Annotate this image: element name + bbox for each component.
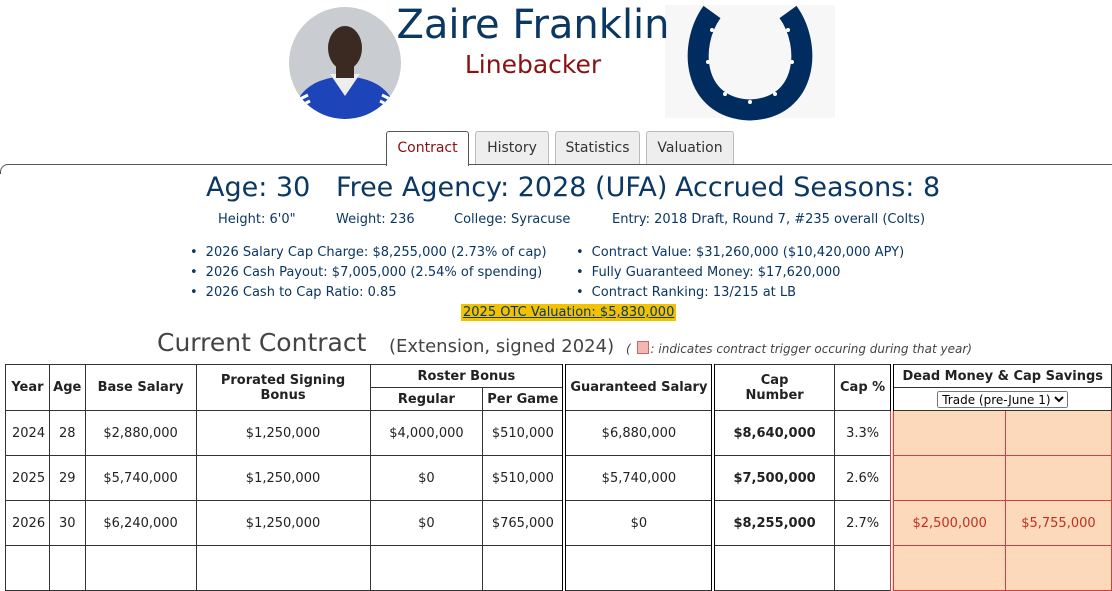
valuation[interactable]: 2025 OTC Valuation: $5,830,000: [461, 304, 677, 321]
dead-money-cell: $2,500,000: [890, 500, 1006, 546]
table-cell: [369, 545, 484, 591]
table-cell: $0: [369, 455, 484, 501]
tab[interactable]: History: [475, 131, 549, 164]
header-cell: Regular: [369, 387, 484, 411]
table-cell: $1,250,000: [195, 410, 371, 456]
tab[interactable]: Valuation: [646, 131, 734, 164]
detail: Entry: 2018 Draft, Round 7, #235 overall…: [612, 212, 926, 227]
table-cell: 2.6%: [833, 455, 893, 501]
table-cell: [482, 545, 565, 591]
table-cell: [562, 545, 714, 591]
header-cell: Age: [48, 364, 86, 411]
header-cell: Prorated Signing Bonus: [195, 364, 371, 411]
table-row: 2026 30 $6,240,000 $1,250,000 $0 $765,000 $0 $8…: [5, 500, 1112, 546]
free-agency: Free Agency: 2028 (UFA): [336, 172, 668, 203]
bullet: Contract Value: $31,260,000 ($10,420,000…: [576, 243, 904, 263]
detail: College: Syracuse: [454, 212, 571, 227]
table-cell: [5, 545, 50, 591]
table-cell: 2026: [5, 500, 50, 546]
table-cell: $0: [562, 500, 714, 546]
table-cell: $2,880,000: [84, 410, 197, 456]
dead-money-cell: [890, 410, 1006, 456]
accrued-seasons: Accrued Seasons: 8: [675, 172, 941, 203]
table-cell: $7,500,000: [711, 455, 835, 501]
table-cell: [890, 545, 1006, 591]
header-cell: Guaranteed Salary: [562, 364, 714, 411]
left-bullets: 2026 Salary Cap Charge: $8,255,000 (2.73…: [190, 243, 547, 303]
header-cell: Cap %: [833, 364, 893, 411]
header-cell: Per Game: [482, 387, 565, 411]
header-cell: Year: [5, 364, 50, 411]
table-cell: 3.3%: [833, 410, 893, 456]
bullet: 2026 Cash to Cap Ratio: 0.85: [190, 283, 547, 303]
tab[interactable]: Contract: [386, 131, 469, 166]
dead-money-cell: [890, 455, 1006, 501]
table-row: [5, 545, 1112, 591]
table-row: 2025 29 $5,740,000 $1,250,000 $0 $510,000 $5,7…: [5, 455, 1112, 501]
trigger-note: ( : indicates contract trigger occuring …: [626, 341, 972, 356]
team-logo: [665, 5, 835, 121]
header-graphics: [289, 5, 835, 121]
bullet: 2026 Salary Cap Charge: $8,255,000 (2.73…: [190, 243, 547, 263]
table-cell: $6,240,000: [84, 500, 197, 546]
page: {"header": {"name": "Zaire Franklin", "p…: [0, 0, 1112, 552]
note-text: : indicates contract trigger occuring du…: [650, 342, 972, 356]
detail: Height: 6'0": [218, 212, 296, 227]
bullet: 2026 Cash Payout: $7,005,000 (2.54% of s…: [190, 263, 547, 283]
dead-money-cell: [1004, 455, 1112, 501]
table-cell: $510,000: [482, 455, 565, 501]
table-cell: $1,250,000: [195, 500, 371, 546]
table-cell: $510,000: [482, 410, 565, 456]
tab-rule: [0, 164, 1112, 174]
table-cell: 29: [48, 455, 86, 501]
player-position: Linebacker: [464, 50, 602, 79]
note-open: (: [626, 342, 631, 356]
right-bullets: Contract Value: $31,260,000 ($10,420,000…: [576, 243, 904, 303]
table-cell: $5,740,000: [84, 455, 197, 501]
tab[interactable]: Statistics: [555, 131, 640, 164]
table-cell: 28: [48, 410, 86, 456]
table-cell: $8,255,000: [711, 500, 835, 546]
table-cell: $1,250,000: [195, 455, 371, 501]
table-cell: [48, 545, 86, 591]
table-cell: [195, 545, 371, 591]
bullet: Fully Guaranteed Money: $17,620,000: [576, 263, 904, 283]
contract-subtitle: (Extension, signed 2024): [389, 336, 615, 357]
table-cell: [1004, 545, 1112, 591]
select-cell: Trade (pre-June 1): [890, 387, 1112, 411]
detail: Weight: 236: [336, 212, 415, 227]
table-cell: 30: [48, 500, 86, 546]
table-cell: 2024: [5, 410, 50, 456]
header-cell: Dead Money & Cap Savings: [890, 364, 1112, 388]
header-cell: Cap Number: [711, 364, 835, 411]
table-cell: 2.7%: [833, 500, 893, 546]
table-cell: $4,000,000: [369, 410, 484, 456]
table-cell: $6,880,000: [562, 410, 714, 456]
table-row: 2024 28 $2,880,000 $1,250,000 $4,000,000 $510…: [5, 410, 1112, 456]
table-cell: [84, 545, 197, 591]
table-body: 2024 28 $2,880,000 $1,250,000 $4,000,000 $510…: [5, 410, 1112, 591]
table-cell: [711, 545, 835, 591]
dead-money-cell: $5,755,000: [1004, 500, 1112, 546]
table-cell: [833, 545, 893, 591]
table-cell: 2025: [5, 455, 50, 501]
contract-table: Year Age Base Salary Prorated Signing Bo…: [5, 364, 1112, 591]
table-cell: $5,740,000: [562, 455, 714, 501]
player-name: Zaire Franklin: [396, 2, 670, 48]
scenario-select[interactable]: Trade (pre-June 1): [937, 390, 1069, 408]
table-cell: $0: [369, 500, 484, 546]
bullet: Contract Ranking: 13/215 at LB: [576, 283, 904, 303]
trigger-icon: [636, 341, 649, 354]
header-cell: Base Salary: [84, 364, 197, 411]
header-cell: Roster Bonus: [369, 364, 565, 388]
table-cell: $765,000: [482, 500, 565, 546]
age: Age: 30: [206, 172, 311, 203]
contract-title: Current Contract: [157, 328, 367, 357]
dead-money-cell: [1004, 410, 1112, 456]
table-cell: $8,640,000: [711, 410, 835, 456]
